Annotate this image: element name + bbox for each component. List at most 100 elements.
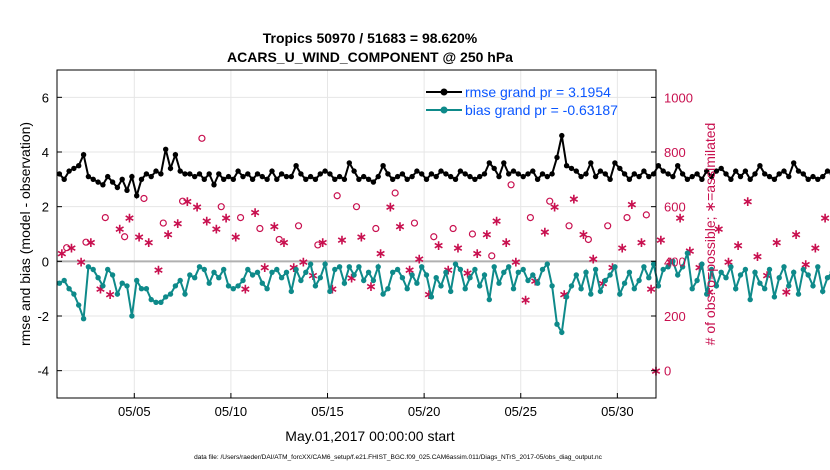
bias-point: [119, 280, 125, 286]
bias-point: [559, 329, 565, 336]
rmse-point: [119, 176, 125, 182]
right-y-axis-label: # of obs: o=possible; ∗=assimilated: [702, 123, 718, 346]
obs-assimilated-point: ∗: [153, 262, 165, 278]
bias-point: [351, 272, 357, 278]
bias-point: [621, 280, 628, 286]
obs-assimilated-point: ∗: [133, 229, 145, 245]
bias-point: [100, 283, 106, 289]
rmse-point: [414, 168, 420, 174]
rmse-point: [694, 171, 700, 177]
bias-point: [448, 288, 454, 295]
bias-point: [433, 275, 439, 281]
rmse-point: [351, 168, 357, 174]
obs-assimilated-series: ∗∗∗∗∗∗∗∗∗∗∗∗∗∗∗∗∗∗∗∗∗∗∗∗∗∗∗∗∗∗∗∗∗∗∗∗∗∗∗∗…: [56, 190, 830, 378]
obs-assimilated-point: ∗: [201, 212, 213, 228]
obs-assimilated-point: ∗: [732, 237, 744, 253]
bias-point: [293, 266, 299, 273]
rmse-point: [307, 173, 314, 180]
bias-point: [679, 264, 686, 270]
rmse-point: [506, 171, 512, 177]
bias-point: [385, 286, 391, 292]
obs-assimilated-point: ∗: [211, 221, 223, 237]
plot-frame: [56, 69, 657, 399]
bias-point: [747, 296, 753, 303]
bias-point: [506, 264, 512, 270]
obs-assimilated-point: ∗: [645, 281, 657, 297]
obs-assimilated-point: ∗: [481, 226, 493, 242]
bias-point: [597, 288, 604, 295]
rmse-point: [781, 168, 787, 174]
rmse-point: [235, 168, 241, 174]
bias-point: [66, 286, 72, 292]
rmse-point: [361, 173, 367, 180]
bias-point: [689, 286, 695, 292]
bias-point: [303, 269, 309, 275]
rmse-point: [646, 173, 652, 180]
rmse-point: [177, 168, 183, 174]
rmse-point: [332, 176, 338, 182]
obs-assimilated-point: ∗: [539, 223, 551, 239]
bias-point: [153, 299, 159, 305]
bias-point: [737, 272, 744, 278]
rmse-point: [61, 176, 67, 182]
bias-point: [85, 264, 92, 270]
bias-point: [105, 266, 111, 273]
obs-assimilated-point: ∗: [66, 240, 78, 256]
obs-assimilated-point: ∗: [713, 221, 725, 237]
obs-assimilated-point: ∗: [413, 251, 425, 267]
rmse-point: [472, 176, 478, 182]
bias-point: [655, 283, 662, 289]
rmse-point: [467, 173, 473, 180]
rmse-point: [515, 171, 521, 177]
rmse-point: [501, 160, 507, 166]
rmse-point: [206, 171, 212, 177]
bias-point: [824, 275, 830, 281]
rmse-point: [800, 171, 806, 177]
bias-point: [380, 291, 386, 297]
bias-point: [472, 266, 478, 273]
rmse-point: [491, 165, 497, 172]
rmse-point: [588, 160, 594, 166]
obs-assimilated-point: ∗: [578, 226, 590, 242]
obs-assimilated-point: ∗: [655, 231, 667, 247]
bias-point: [578, 286, 584, 292]
rmse-point: [660, 168, 666, 174]
obs-possible-point: [333, 192, 341, 200]
bias-point: [307, 261, 314, 267]
rmse-point: [655, 163, 662, 169]
bias-point: [71, 291, 77, 297]
rmse-point: [747, 176, 753, 182]
obs-possible-point: [449, 224, 457, 233]
obs-assimilated-point: ∗: [114, 221, 126, 237]
obs-assimilated-point: ∗: [636, 234, 648, 250]
rmse-point: [530, 168, 536, 174]
obs-assimilated-point: ∗: [549, 199, 561, 215]
bias-point: [143, 286, 150, 292]
bias-point: [549, 283, 555, 289]
rmse-point: [563, 163, 570, 169]
bias-point: [409, 272, 415, 278]
obs-assimilated-point: ∗: [810, 240, 822, 256]
bias-point: [588, 291, 594, 297]
bias-point: [177, 277, 183, 284]
obs-assimilated-point: ∗: [520, 292, 532, 308]
rmse-point: [684, 176, 691, 182]
obs-assimilated-point: ∗: [452, 240, 464, 256]
rmse-point: [583, 171, 589, 177]
rmse-point: [670, 173, 676, 180]
rmse-point: [365, 176, 372, 182]
bias-point: [283, 269, 290, 275]
x-tick-label: 05/15: [311, 404, 344, 419]
rmse-point: [90, 176, 96, 182]
bias-point: [781, 264, 787, 270]
rmse-point: [650, 171, 657, 177]
rmse-point: [762, 171, 768, 177]
bias-point: [259, 280, 265, 286]
rmse-point: [539, 171, 546, 177]
rmse-point: [723, 171, 729, 177]
rmse-point: [607, 176, 613, 182]
bias-point: [114, 291, 121, 297]
rmse-point: [201, 176, 207, 182]
bias-point: [728, 264, 734, 270]
left-y-tick-label: 4: [42, 145, 49, 160]
